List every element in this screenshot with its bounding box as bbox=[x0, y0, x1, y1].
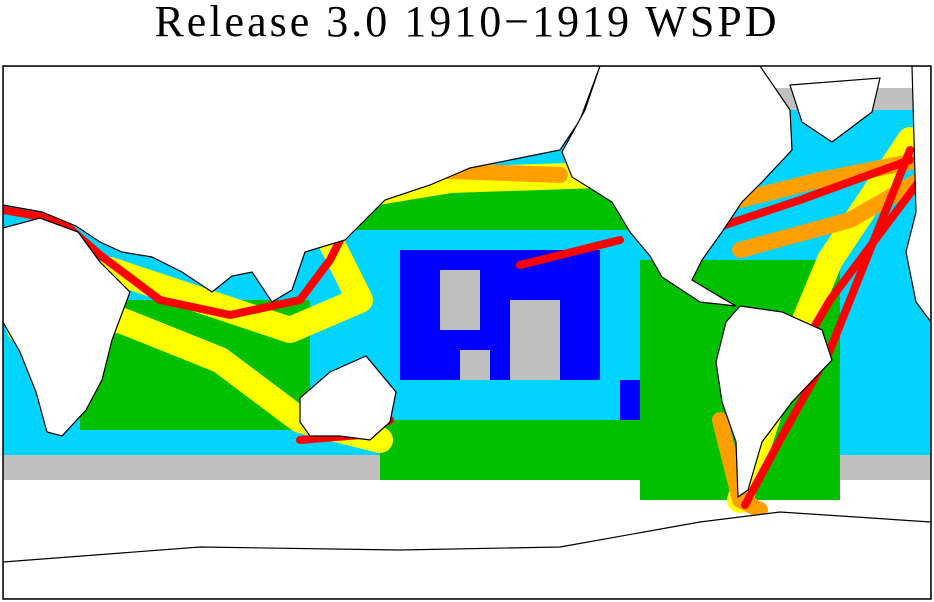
south-america bbox=[715, 305, 833, 499]
greenland bbox=[789, 77, 881, 143]
africa bbox=[3, 217, 131, 437]
antarctica bbox=[3, 511, 931, 599]
australia bbox=[299, 355, 397, 441]
europe-east bbox=[905, 66, 931, 323]
map-frame bbox=[2, 65, 932, 600]
north-america bbox=[561, 66, 793, 307]
map-body bbox=[3, 66, 931, 599]
map-title: Release 3.0 1910−1919 WSPD bbox=[154, 0, 780, 46]
eurasia bbox=[3, 66, 601, 303]
